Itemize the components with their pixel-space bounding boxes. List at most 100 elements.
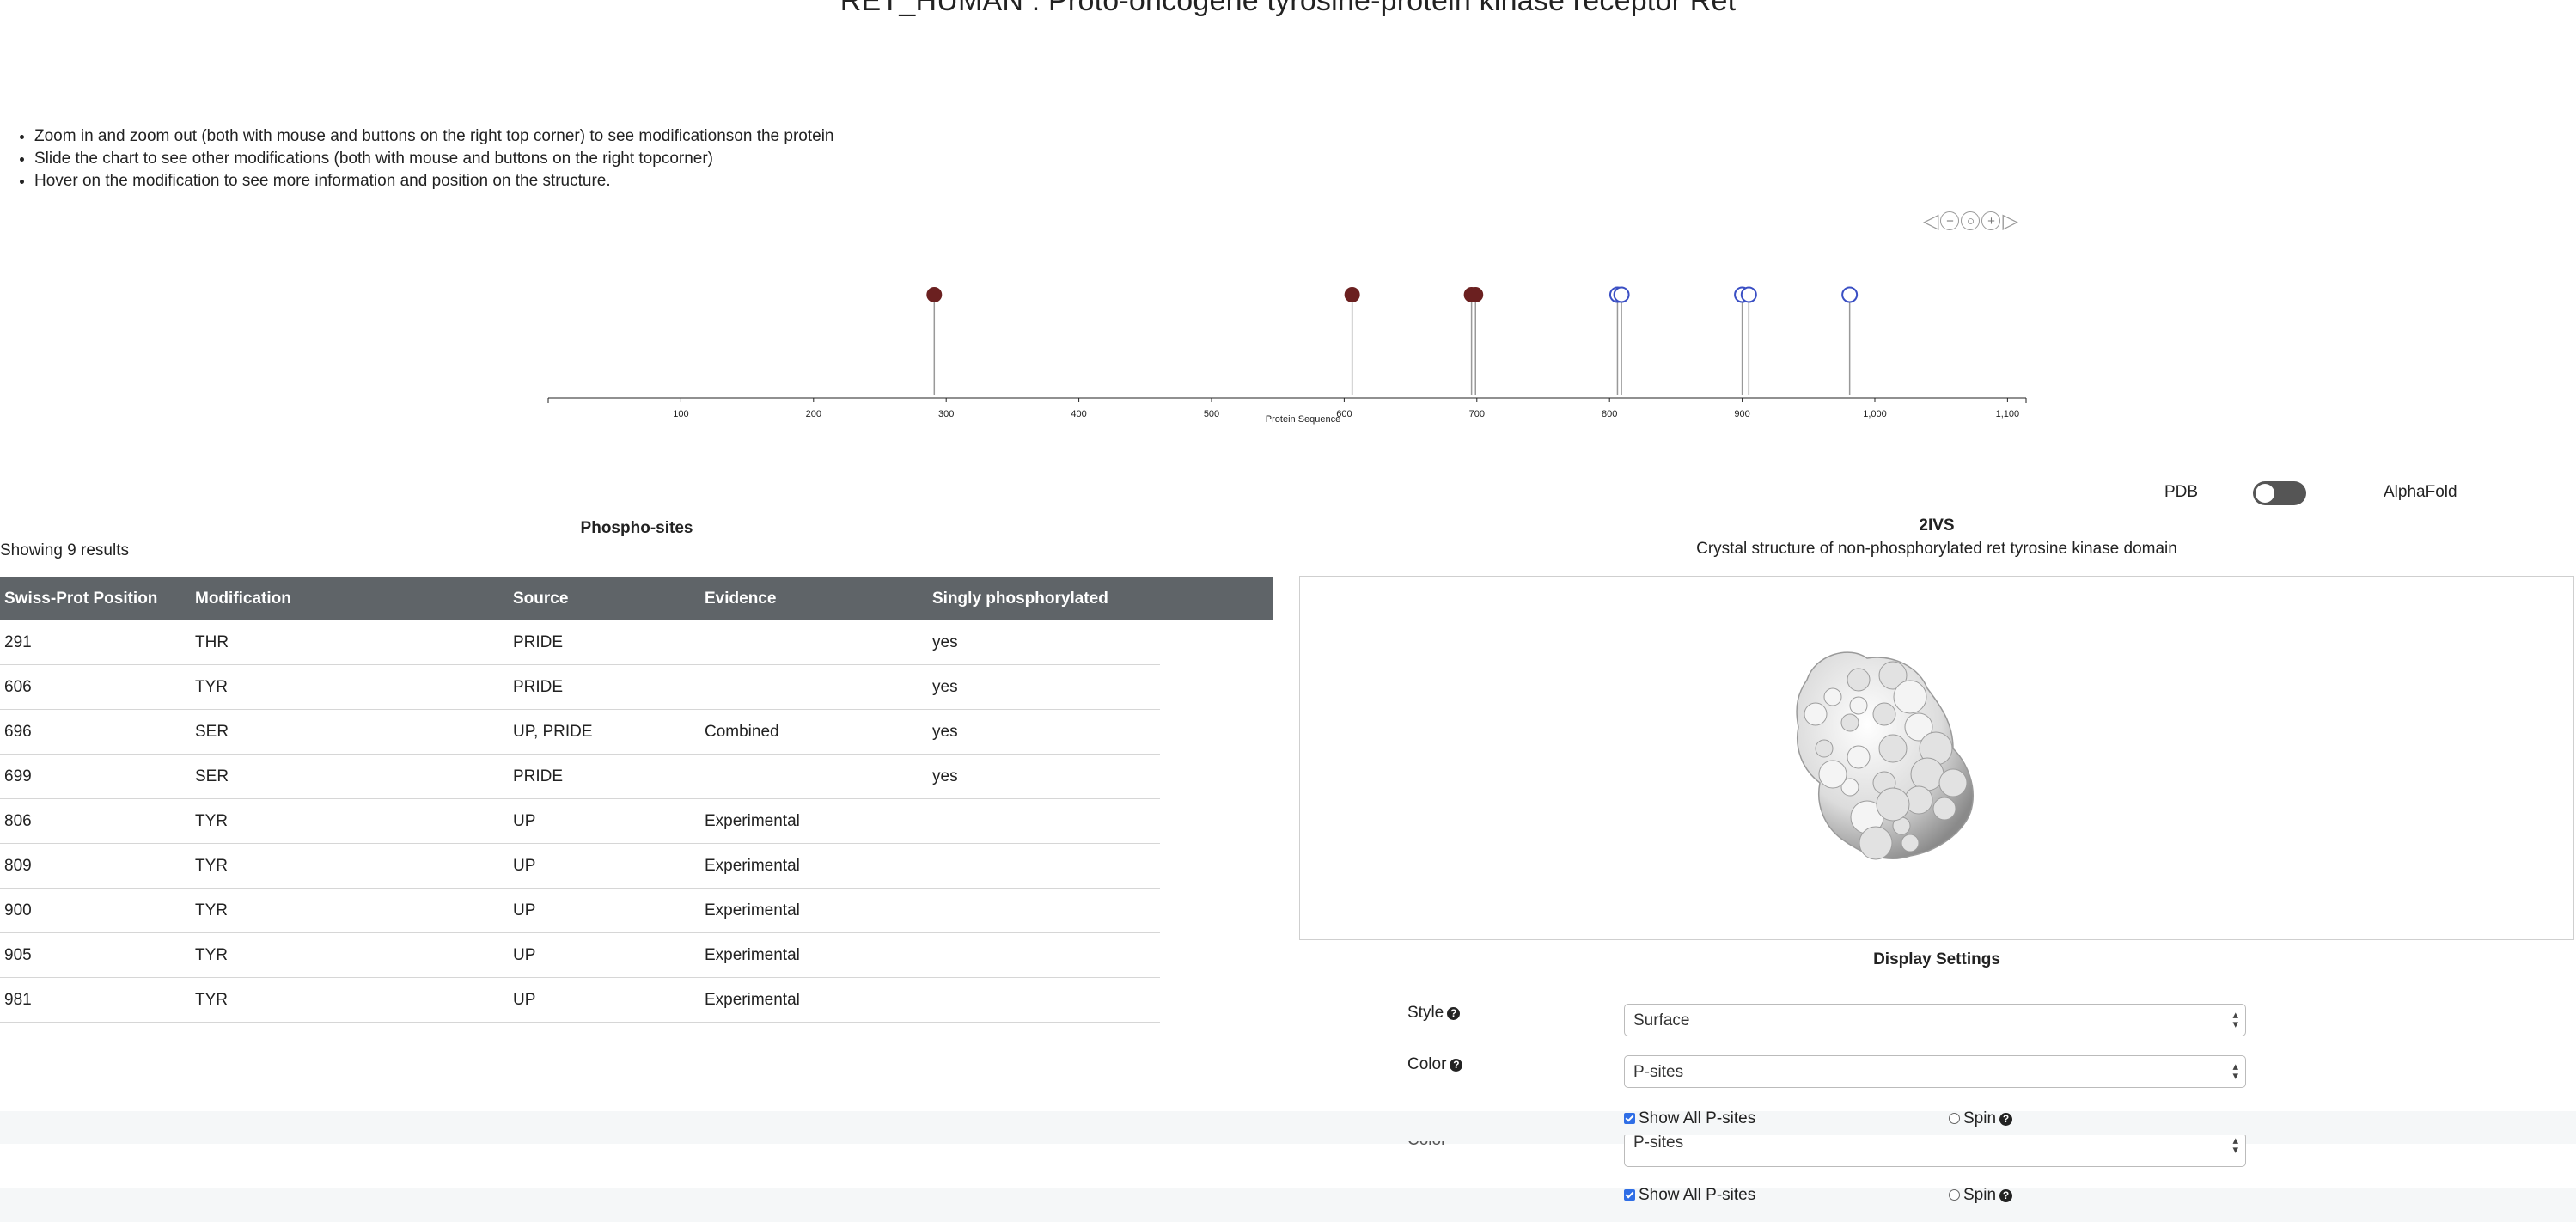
table-row[interactable]: 900 TYR UP Experimental	[0, 888, 1160, 933]
x-tick-label: 100	[673, 409, 688, 419]
style-select[interactable]: Surface ▴ ▾	[1624, 1004, 2246, 1036]
surface-blob	[1878, 661, 1908, 690]
structure-source-toggle[interactable]	[2253, 481, 2306, 505]
table-cell: TYR	[191, 977, 509, 1023]
table-cell: PRIDE	[509, 664, 700, 710]
instruction-item: Hover on the modification to see more in…	[34, 170, 833, 192]
modification-site-marker[interactable]	[1468, 287, 1484, 302]
table-cell	[928, 932, 1160, 978]
structure-id: 2IVS	[1919, 516, 1955, 535]
modification-site-marker[interactable]	[1613, 286, 1630, 303]
table-cell: Experimental	[700, 888, 928, 933]
table-cell: Experimental	[700, 977, 928, 1023]
show-all-psites-label: Show All P-sites	[1639, 1109, 1756, 1127]
style-label-text: Style	[1407, 1004, 1444, 1022]
column-header[interactable]: Swiss-Prot Position	[0, 577, 191, 620]
slide-right-icon[interactable]: ▷	[2002, 209, 2018, 233]
structure-viewer[interactable]	[1299, 576, 2574, 940]
instruction-item: Zoom in and zoom out (both with mouse an…	[34, 125, 833, 148]
ghost-color-label: Color	[1407, 1141, 1446, 1150]
modification-site-marker[interactable]	[1841, 286, 1859, 303]
table-title: Phospho-sites	[580, 519, 693, 537]
surface-blob	[1893, 680, 1927, 714]
toggle-knob	[2256, 484, 2274, 503]
table-cell: TYR	[191, 932, 509, 978]
zoom-in-button[interactable]: +	[1981, 211, 2001, 230]
x-tick-label: 1,100	[1996, 409, 2020, 419]
table-row[interactable]: 981 TYR UP Experimental	[0, 977, 1160, 1023]
column-header[interactable]: Singly phosphorylated	[928, 577, 1160, 620]
column-header[interactable]: Modification	[191, 577, 509, 620]
zoom-reset-button[interactable]: ○	[1961, 211, 1981, 230]
table-cell: 809	[0, 843, 191, 889]
checkbox-checked-icon	[1624, 1113, 1635, 1124]
table-row[interactable]: 606 TYR PRIDE yes	[0, 664, 1160, 710]
instruction-item: Slide the chart to see other modificatio…	[34, 148, 833, 170]
color-select[interactable]: P-sites ▴ ▾	[1624, 1055, 2246, 1088]
style-help-icon[interactable]: ?	[1447, 1007, 1461, 1020]
surface-blob	[1878, 734, 1908, 763]
surface-blob	[1859, 826, 1893, 860]
modification-site-marker[interactable]	[926, 287, 943, 302]
table-cell	[700, 620, 928, 665]
table-row[interactable]: 905 TYR UP Experimental	[0, 932, 1160, 978]
surface-blob	[1840, 713, 1859, 732]
table-cell	[928, 798, 1160, 844]
modification-site-marker[interactable]	[1344, 287, 1360, 302]
select-arrows-icon: ▴ ▾	[2232, 1060, 2238, 1082]
table-cell: TYR	[191, 888, 509, 933]
ghost-spin-checkbox[interactable]: Spin?	[1949, 1186, 2013, 1205]
table-cell: UP	[509, 798, 700, 844]
table-cell	[928, 888, 1160, 933]
x-tick-label: 1,000	[1863, 409, 1887, 419]
slide-left-icon[interactable]: ◁	[1923, 209, 1939, 233]
surface-blob	[1910, 757, 1944, 791]
table-cell: SER	[191, 709, 509, 755]
color-label-text: Color	[1407, 1055, 1447, 1073]
table-cell	[928, 977, 1160, 1023]
ghost-color-select: P-sites ▴ ▾	[1624, 1135, 2246, 1167]
table-cell	[700, 754, 928, 799]
select-arrows-icon: ▴ ▾	[2232, 1008, 2238, 1030]
table-row[interactable]: 699 SER PRIDE yes	[0, 754, 1160, 799]
checkbox-unchecked-icon	[1949, 1113, 1960, 1124]
ghost-show-all-psites-checkbox[interactable]: Show All P-sites	[1624, 1186, 1755, 1205]
protein-surface-render	[1796, 651, 1974, 860]
table-cell: UP	[509, 888, 700, 933]
results-count: Showing 9 results	[0, 541, 129, 559]
surface-blob	[1849, 696, 1868, 715]
zoom-out-button[interactable]: −	[1940, 211, 1960, 230]
table-cell: Experimental	[700, 798, 928, 844]
modification-site-marker[interactable]	[1740, 286, 1757, 303]
table-row[interactable]: 806 TYR UP Experimental	[0, 798, 1160, 844]
column-header[interactable]: Source	[509, 577, 700, 620]
surface-blob	[1823, 687, 1842, 706]
spin-help-icon[interactable]: ?	[1999, 1113, 2013, 1126]
show-all-psites-checkbox[interactable]: Show All P-sites	[1624, 1109, 1755, 1128]
table-header-row: Swiss-Prot Position Modification Source …	[0, 577, 1160, 620]
table-cell: 699	[0, 754, 191, 799]
modification-lollipop-chart[interactable]: 100 200 300 400 500 600 700 800 900 1,000 1,100 Pr…	[0, 258, 2576, 430]
surface-blob	[1815, 739, 1834, 758]
spin-label: Spin	[1963, 1109, 1997, 1127]
table-cell: 291	[0, 620, 191, 665]
table-cell: Combined	[700, 709, 928, 755]
column-header[interactable]: Evidence	[700, 577, 928, 620]
settings-row-band	[0, 1188, 2576, 1222]
color-select-value: P-sites	[1633, 1063, 1684, 1081]
x-tick-label: 800	[1602, 409, 1617, 419]
page-title: RET_HUMAN : Proto-oncogene tyrosine-prot…	[839, 0, 1737, 17]
table-cell: 981	[0, 977, 191, 1023]
table-row[interactable]: 696 SER UP, PRIDE Combined yes	[0, 709, 1160, 755]
color-help-icon[interactable]: ?	[1450, 1059, 1463, 1072]
table-cell: TYR	[191, 798, 509, 844]
spin-help-icon[interactable]: ?	[1999, 1189, 2013, 1202]
style-select-value: Surface	[1633, 1011, 1690, 1030]
table-row[interactable]: 809 TYR UP Experimental	[0, 843, 1160, 889]
surface-blob	[1840, 778, 1859, 797]
table-row[interactable]: 291 THR PRIDE yes	[0, 620, 1160, 665]
table-cell: yes	[928, 620, 1160, 665]
x-tick-label: 300	[938, 409, 954, 419]
spin-checkbox[interactable]: Spin?	[1949, 1109, 2013, 1128]
x-tick-label: 900	[1734, 409, 1749, 419]
